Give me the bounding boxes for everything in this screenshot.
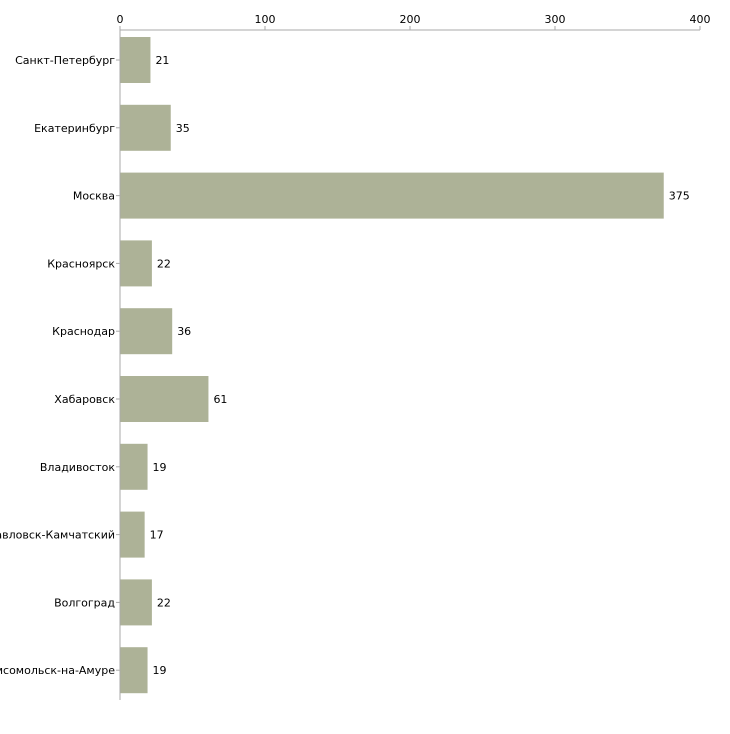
category-label: Екатеринбург [34,122,115,135]
category-label: Волгоград [54,596,115,609]
bar [120,104,171,151]
category-label: Санкт-Петербург [15,54,115,67]
value-label: 375 [669,190,690,203]
category-label: Комсомольск-на-Амуре [0,664,115,677]
bars-layer [120,37,664,694]
axis-layer: 0 100 200 300 400 [116,13,711,700]
category-label: Петропавловск-Камчатский [0,529,115,542]
value-label: 19 [153,664,167,677]
category-label: Владивосток [40,461,115,474]
bar [120,579,152,626]
value-label: 21 [155,54,169,67]
value-label: 19 [153,461,167,474]
category-label: Хабаровск [54,393,115,406]
bar [120,376,209,422]
category-label: Красноярск [47,257,115,270]
x-tick-label: 400 [690,13,711,26]
category-label: Краснодар [52,325,115,338]
category-label: Москва [73,190,115,203]
bar [120,172,664,219]
x-tick-label: 0 [117,13,124,26]
x-tick-label: 200 [400,13,421,26]
bar [120,647,148,694]
value-label: 22 [157,596,171,609]
value-label: 36 [177,325,191,338]
x-tick-label: 300 [545,13,566,26]
value-label: 17 [150,529,164,542]
labels-layer: Санкт-Петербург 21 Екатеринбург 35 Москва 375… [0,54,690,677]
bar [120,511,145,558]
bar [120,240,152,287]
bar [120,443,148,490]
x-tick-label: 100 [255,13,276,26]
value-label: 35 [176,122,190,135]
value-label: 22 [157,257,171,270]
bar [120,308,173,355]
value-label: 61 [213,393,227,406]
bar [120,37,151,83]
